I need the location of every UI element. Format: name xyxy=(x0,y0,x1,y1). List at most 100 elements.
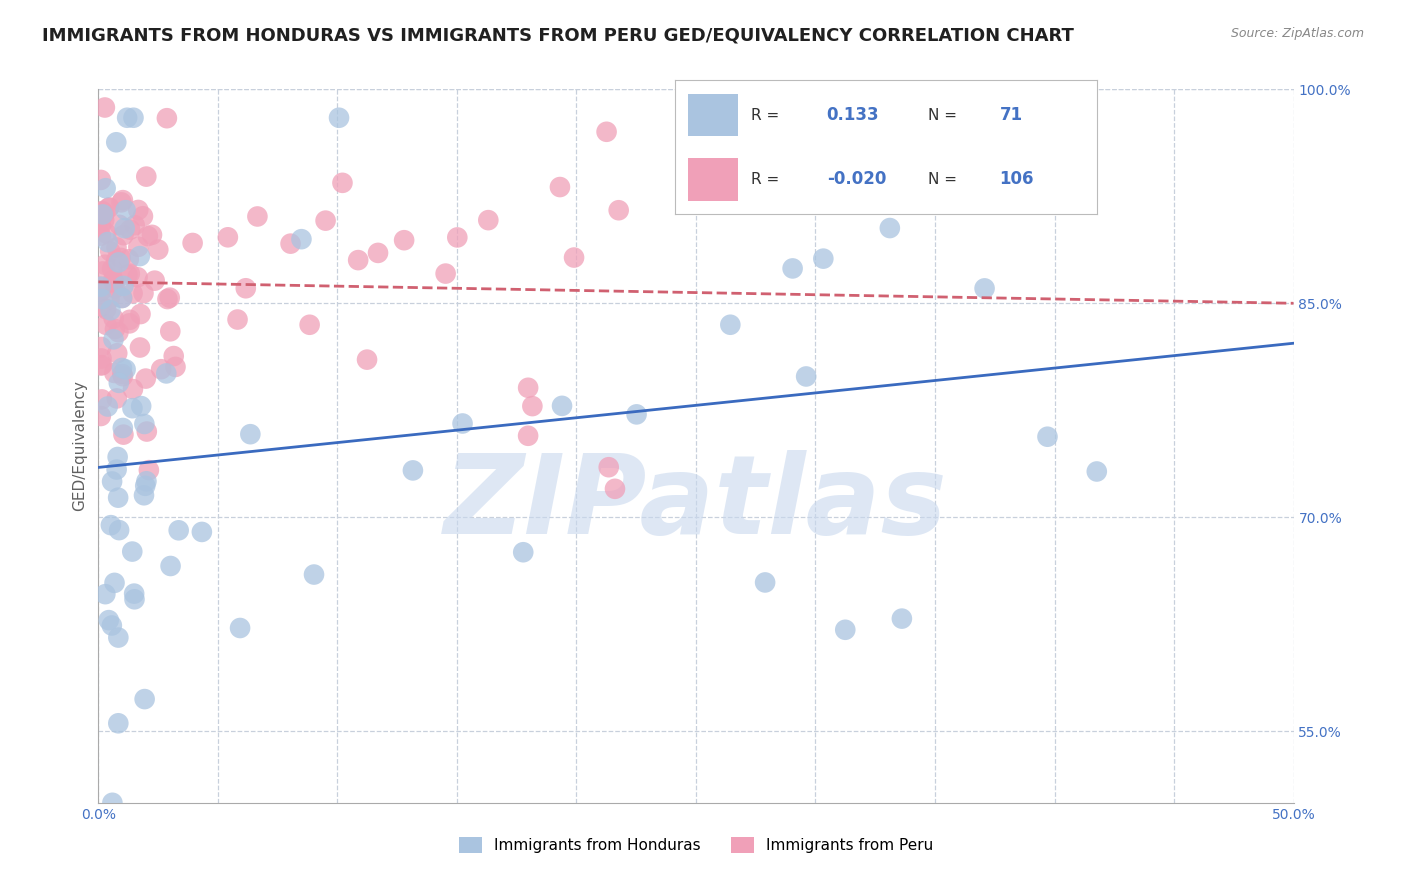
Point xyxy=(91,358,114,372)
Point xyxy=(90,409,112,423)
Point xyxy=(191,524,214,539)
Point xyxy=(94,101,117,115)
Point xyxy=(97,400,120,414)
Point xyxy=(879,221,901,235)
Point xyxy=(104,281,127,295)
Point xyxy=(522,399,544,413)
Point xyxy=(103,332,125,346)
Point xyxy=(107,450,129,464)
Text: 106: 106 xyxy=(1000,170,1035,188)
Point xyxy=(90,340,112,354)
Point xyxy=(155,367,177,381)
Point xyxy=(96,227,118,241)
Text: -0.020: -0.020 xyxy=(827,170,886,188)
Point xyxy=(112,279,135,293)
Point xyxy=(90,228,112,243)
Point xyxy=(132,209,155,223)
Point xyxy=(96,302,118,317)
Point xyxy=(118,267,141,281)
Point xyxy=(101,475,124,489)
Point xyxy=(132,488,155,502)
Point xyxy=(754,575,776,590)
Point xyxy=(122,111,145,125)
Point xyxy=(148,243,170,257)
Point xyxy=(103,274,125,288)
Point xyxy=(134,479,156,493)
Point xyxy=(122,382,145,396)
Point xyxy=(105,240,128,254)
Point xyxy=(1036,430,1059,444)
Point xyxy=(548,180,571,194)
Point xyxy=(135,425,157,439)
Point xyxy=(298,318,321,332)
Point xyxy=(108,218,131,232)
Point xyxy=(107,716,129,731)
Bar xyxy=(688,94,738,136)
Point xyxy=(107,631,129,645)
Point xyxy=(107,255,129,269)
Point xyxy=(122,586,145,600)
Point xyxy=(794,369,817,384)
Point xyxy=(367,246,389,260)
Point xyxy=(235,281,257,295)
Point xyxy=(890,612,912,626)
Point xyxy=(90,284,112,298)
Point xyxy=(217,230,239,244)
Point xyxy=(101,262,124,277)
Point xyxy=(598,460,620,475)
Point xyxy=(97,613,120,627)
Point xyxy=(451,417,474,431)
Point xyxy=(107,491,129,505)
Point xyxy=(402,463,425,477)
Text: 71: 71 xyxy=(1000,106,1022,124)
Point xyxy=(107,326,129,340)
Point xyxy=(103,311,125,326)
Point xyxy=(97,235,120,249)
Point xyxy=(332,176,354,190)
Point xyxy=(111,291,134,305)
Point xyxy=(90,392,112,407)
Point xyxy=(446,230,468,244)
Point xyxy=(93,213,115,227)
Point xyxy=(607,203,630,218)
Point xyxy=(718,318,741,332)
Point xyxy=(105,253,128,268)
Point xyxy=(156,292,179,306)
Point xyxy=(128,249,150,263)
Point xyxy=(290,232,312,246)
Point xyxy=(159,324,181,338)
Point xyxy=(127,270,149,285)
Point xyxy=(90,359,112,373)
Point xyxy=(114,221,136,235)
Point xyxy=(90,207,112,221)
Point xyxy=(111,421,134,435)
Point xyxy=(782,261,804,276)
Text: N =: N = xyxy=(928,172,957,186)
Point xyxy=(315,213,337,227)
Point xyxy=(90,219,112,233)
Point xyxy=(150,362,173,376)
Point xyxy=(111,193,134,207)
Point xyxy=(91,207,114,221)
Point xyxy=(105,462,128,476)
Point xyxy=(105,392,128,406)
Point xyxy=(90,351,112,366)
Point xyxy=(111,369,134,384)
Text: N =: N = xyxy=(928,108,957,122)
Point xyxy=(136,229,159,244)
Point xyxy=(90,211,112,226)
Point xyxy=(135,371,157,385)
Text: IMMIGRANTS FROM HONDURAS VS IMMIGRANTS FROM PERU GED/EQUIVALENCY CORRELATION CHA: IMMIGRANTS FROM HONDURAS VS IMMIGRANTS F… xyxy=(42,27,1074,45)
Point xyxy=(595,125,617,139)
Point xyxy=(156,112,179,126)
Point xyxy=(114,203,136,218)
Point xyxy=(813,252,835,266)
Point xyxy=(90,279,112,293)
Point xyxy=(246,210,269,224)
Point xyxy=(93,206,115,220)
Point xyxy=(110,195,132,210)
Text: 0.133: 0.133 xyxy=(827,106,879,124)
Text: R =: R = xyxy=(751,108,779,122)
Point xyxy=(138,463,160,477)
Point xyxy=(110,251,132,265)
